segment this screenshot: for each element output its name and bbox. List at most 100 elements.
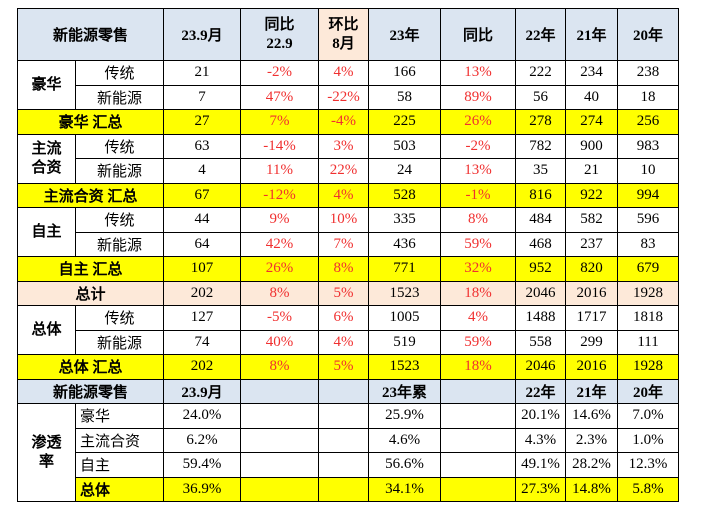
value-cell: 166 (368, 60, 442, 86)
empty-cell (440, 378, 517, 404)
value-cell: 5% (318, 280, 370, 306)
table-row: 新能源 74 40% 4% 519 59% 558 299 111 (18, 329, 680, 355)
value-cell: -4% (318, 109, 370, 135)
value-cell: 582 (565, 207, 619, 233)
value-cell: 127 (163, 305, 242, 331)
value-cell: 468 (515, 231, 567, 257)
value-cell: 4% (318, 60, 370, 86)
value-cell: 335 (368, 207, 442, 233)
table-row: 豪华 汇总 27 7% -4% 225 26% 278 274 256 (16, 109, 680, 135)
row-label: 总体 (74, 476, 165, 502)
value-cell: 4% (318, 329, 370, 355)
value-cell: 26% (440, 109, 517, 135)
value-cell: 7% (240, 109, 320, 135)
value-cell: 111 (617, 329, 680, 355)
value-cell: 237 (565, 231, 619, 257)
header-cell: 环比 8月 (318, 8, 370, 61)
cell-line: 自主 (31, 223, 62, 240)
total-label: 总体 汇总 (16, 354, 165, 380)
value-cell: 679 (617, 256, 680, 282)
value-cell: 74 (163, 329, 242, 355)
value-cell: 10 (617, 158, 680, 184)
value-cell: 59% (440, 231, 517, 257)
row-label: 新能源 (74, 84, 165, 110)
value-cell: 528 (368, 182, 442, 208)
value-cell: 816 (515, 182, 567, 208)
value-cell: 4.3% (515, 427, 567, 453)
value-cell: 1717 (565, 305, 619, 331)
cell-line: 22.9 (266, 35, 293, 52)
value-cell: 900 (565, 133, 619, 159)
value-cell: 782 (515, 133, 567, 159)
value-cell: 21 (163, 60, 242, 86)
empty-cell (318, 452, 370, 478)
value-cell: 1488 (515, 305, 567, 331)
value-cell: -5% (240, 305, 320, 331)
empty-cell (440, 452, 517, 478)
value-cell: 7 (163, 84, 242, 110)
value-cell: 1.0% (617, 427, 680, 453)
total-label: 豪华 汇总 (16, 109, 165, 135)
value-cell: 234 (565, 60, 619, 86)
value-cell: 503 (368, 133, 442, 159)
value-cell: 58 (368, 84, 442, 110)
value-cell: 519 (368, 329, 442, 355)
value-cell: 596 (617, 207, 680, 233)
cell-line: 同比 (264, 16, 295, 33)
value-cell: 2.3% (565, 427, 619, 453)
value-cell: 1005 (368, 305, 442, 331)
value-cell: 44 (163, 207, 242, 233)
value-cell: 24 (368, 158, 442, 184)
value-cell: 56.6% (368, 452, 442, 478)
value-cell: 2046 (515, 280, 567, 306)
group-label: 渗透率 (17, 403, 76, 502)
value-cell: 238 (617, 60, 680, 86)
value-cell: 983 (617, 133, 680, 159)
value-cell: 83 (617, 231, 680, 257)
value-cell: 35 (515, 158, 567, 184)
empty-cell (240, 378, 320, 404)
group-label: 自主 (17, 207, 76, 257)
cell-line: 环比 (328, 16, 359, 33)
value-cell: 42% (240, 231, 320, 257)
value-cell: 1928 (617, 354, 680, 380)
total-label: 主流合资 汇总 (16, 182, 165, 208)
value-cell: 5.8% (617, 476, 680, 502)
table-row: 新能源零售 23.9月 23年累 22年 21年 20年 (16, 378, 680, 404)
value-cell: 25.9% (368, 403, 442, 429)
value-cell: 14.8% (565, 476, 619, 502)
value-cell: 13% (440, 158, 517, 184)
empty-cell (240, 403, 320, 429)
value-cell: 225 (368, 109, 442, 135)
value-cell: -12% (240, 182, 320, 208)
header-cell: 同比 22.9 (240, 8, 320, 61)
value-cell: 7.0% (617, 403, 680, 429)
header-cell: 20年 (617, 378, 680, 404)
value-cell: 202 (163, 354, 242, 380)
table-row: 自主 汇总 107 26% 8% 771 32% 952 820 679 (16, 256, 680, 282)
value-cell: 36.9% (163, 476, 242, 502)
row-label: 新能源 (74, 329, 165, 355)
value-cell: 59.4% (163, 452, 242, 478)
table-row: 主流 合资 传统 63 -14% 3% 503 -2% 782 900 983 (17, 133, 680, 184)
value-cell: 8% (440, 207, 517, 233)
value-cell: 7% (318, 231, 370, 257)
row-label: 传统 (74, 60, 165, 86)
empty-cell (240, 452, 320, 478)
value-cell: 40% (240, 329, 320, 355)
row-label: 自主 (74, 452, 165, 478)
table-row: 总体 传统 127 -5% 6% 1005 4% 1488 1717 1818 (17, 305, 680, 355)
value-cell: 26% (240, 256, 320, 282)
value-cell: 2016 (565, 354, 619, 380)
value-cell: 771 (368, 256, 442, 282)
cell-line: 主流 (31, 140, 62, 157)
value-cell: 2046 (515, 354, 567, 380)
value-cell: 13% (440, 60, 517, 86)
row-label: 豪华 (74, 403, 165, 429)
row-label: 传统 (74, 305, 165, 331)
value-cell: -14% (240, 133, 320, 159)
header-cell: 22年 (515, 8, 567, 61)
empty-cell (440, 427, 517, 453)
value-cell: 1523 (368, 354, 442, 380)
header-cell: 20年 (617, 8, 680, 61)
